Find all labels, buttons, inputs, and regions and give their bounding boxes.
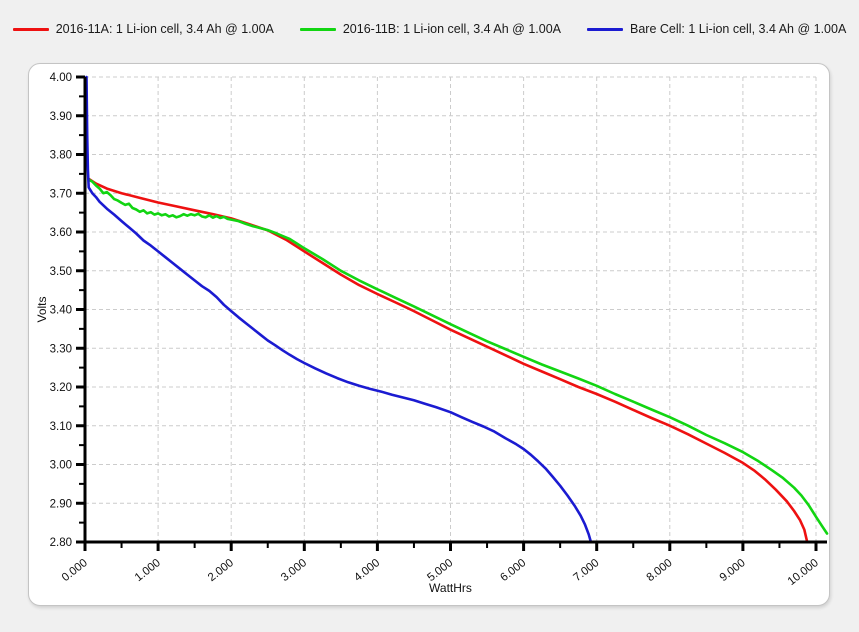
- discharge-chart-canvas: 4.00 3.90 3.80 3.70 3.60 3.50 3.40 3.30 3.20 3.10…: [35, 72, 829, 595]
- svg-text:2.80: 2.80: [50, 537, 72, 549]
- y-axis-title: Volts: [35, 296, 49, 322]
- svg-text:3.60: 3.60: [50, 227, 72, 239]
- x-axis-title: WattHrs: [429, 581, 472, 595]
- legend-label-bare-cell: Bare Cell: 1 Li-ion cell, 3.4 Ah @ 1.00A: [630, 22, 847, 36]
- legend-item-2016-11b: 2016-11B: 1 Li-ion cell, 3.4 Ah @ 1.00A: [299, 22, 562, 36]
- svg-text:3.70: 3.70: [50, 188, 72, 200]
- svg-text:10.000: 10.000: [786, 557, 821, 588]
- svg-text:4.00: 4.00: [50, 72, 72, 84]
- svg-text:2.90: 2.90: [50, 498, 72, 510]
- svg-text:3.20: 3.20: [50, 382, 72, 394]
- svg-text:9.000: 9.000: [718, 557, 748, 584]
- svg-text:2.000: 2.000: [206, 557, 236, 584]
- svg-text:3.10: 3.10: [50, 421, 72, 433]
- svg-text:3.000: 3.000: [279, 557, 309, 584]
- green-line-swatch-icon: [299, 27, 336, 31]
- svg-text:5.000: 5.000: [425, 557, 455, 584]
- svg-text:3.00: 3.00: [50, 460, 72, 472]
- legend-label-2016-11b: 2016-11B: 1 Li-ion cell, 3.4 Ah @ 1.00A: [342, 22, 562, 36]
- svg-text:8.000: 8.000: [645, 557, 675, 584]
- chart-panel: 4.00 3.90 3.80 3.70 3.60 3.50 3.40 3.30 3.20 3.10…: [28, 63, 830, 606]
- svg-text:3.90: 3.90: [50, 111, 72, 123]
- svg-text:1.000: 1.000: [133, 557, 163, 584]
- svg-text:0.000: 0.000: [60, 557, 90, 584]
- svg-text:3.30: 3.30: [50, 343, 72, 355]
- red-line-swatch-icon: [12, 27, 49, 31]
- svg-text:7.000: 7.000: [571, 557, 601, 584]
- legend: 2016-11A: 1 Li-ion cell, 3.4 Ah @ 1.00A …: [0, 22, 859, 36]
- legend-item-2016-11a: 2016-11A: 1 Li-ion cell, 3.4 Ah @ 1.00A: [12, 22, 274, 36]
- svg-text:6.000: 6.000: [498, 557, 528, 584]
- legend-label-2016-11a: 2016-11A: 1 Li-ion cell, 3.4 Ah @ 1.00A: [55, 22, 274, 36]
- svg-text:3.50: 3.50: [50, 266, 72, 278]
- svg-text:4.000: 4.000: [352, 557, 382, 584]
- blue-line-swatch-icon: [587, 27, 624, 31]
- svg-text:3.40: 3.40: [50, 305, 72, 317]
- svg-text:3.80: 3.80: [50, 150, 72, 162]
- legend-item-bare-cell: Bare Cell: 1 Li-ion cell, 3.4 Ah @ 1.00A: [587, 22, 846, 36]
